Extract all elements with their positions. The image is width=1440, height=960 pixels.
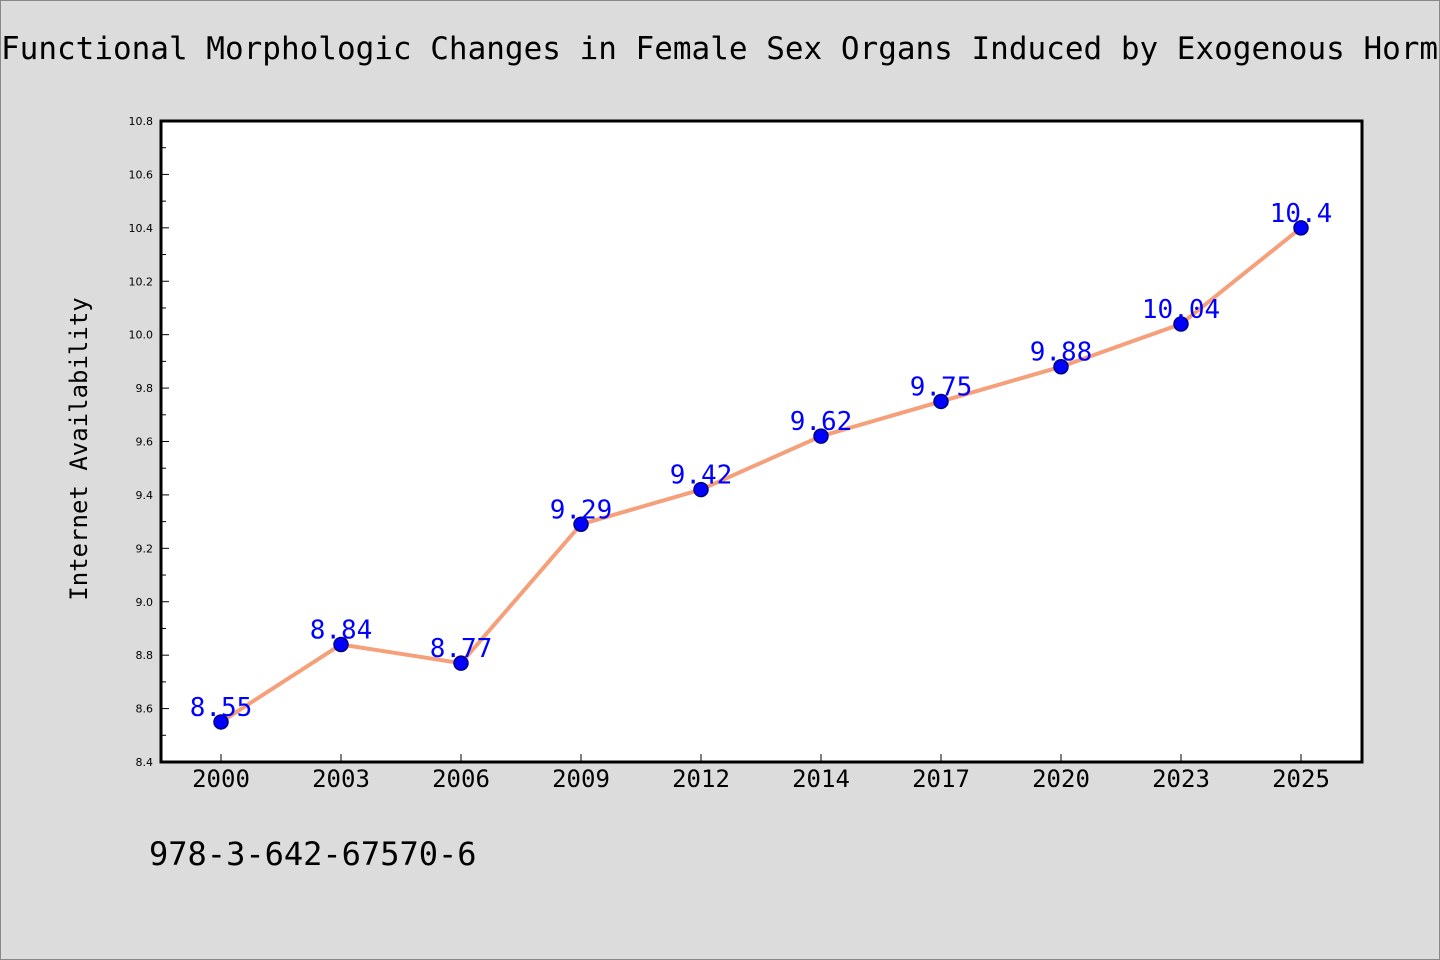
data-labels: 8.55 8.84 8.77 9.29 9.42 9.62 9.75 9.88 10.04 10.… [190,199,1333,723]
data-label: 9.42 [670,461,733,491]
y-axis: 8.4 8.6 8.8 9.0 9.2 9.4 9.6 9.8 10.0 10.2 10.4 10.6… [129,115,169,769]
y-tick-label: 8.8 [136,649,154,662]
data-label: 8.77 [430,634,493,664]
data-point [693,481,709,498]
chart-title: Functional Morphologic Changes in Female… [1,31,1440,67]
x-tick-label: 2017 [912,765,970,793]
data-point [453,655,469,671]
data-point [1173,316,1189,332]
data-point [1293,220,1309,236]
data-label: 9.29 [550,495,613,525]
series-line [219,225,1303,724]
y-tick-label: 9.6 [136,436,154,449]
y-tick-label: 8.4 [136,756,154,769]
data-label: 8.55 [190,693,253,723]
x-tick-label: 2003 [312,765,370,793]
x-axis: 2000 2003 2006 2009 2012 2014 2017 2020 2023 2025 [192,754,1330,793]
y-tick-label: 10.4 [129,222,154,235]
data-points [213,220,1309,730]
x-tick-label: 2012 [672,765,730,793]
data-label: 9.75 [910,372,973,402]
x-tick-label: 2014 [792,765,850,793]
series-line-group [219,225,1303,724]
data-label: 9.88 [1030,338,1093,368]
y-tick-label: 10.0 [129,329,154,342]
y-axis-label: Internet Availability [65,297,93,601]
footer-code: 978-3-642-67570-6 [149,835,477,873]
y-tick-label: 9.2 [136,542,154,555]
y-tick-label: 10.8 [129,115,154,128]
y-tick-label: 9.0 [136,596,154,609]
plot-area [159,119,1364,764]
x-tick-label: 2009 [552,765,610,793]
data-label: 9.62 [790,407,853,437]
data-point [573,516,589,533]
data-point [813,428,829,444]
data-label: 10.04 [1142,295,1220,325]
y-tick-label: 8.6 [136,703,154,716]
x-tick-label: 2025 [1272,765,1330,793]
data-point [213,714,229,730]
data-point [933,393,949,410]
x-tick-label: 2023 [1152,765,1210,793]
x-tick-label: 2000 [192,765,250,793]
x-tick-label: 2006 [432,765,490,793]
x-tick-label: 2020 [1032,765,1090,793]
data-label: 10.4 [1270,199,1333,229]
y-tick-label: 9.8 [136,382,154,395]
data-point [1053,358,1069,375]
data-label: 8.84 [310,615,373,645]
y-tick-label: 10.2 [129,275,154,288]
y-tick-label: 9.4 [136,489,154,502]
data-point [333,636,349,653]
y-tick-label: 10.6 [129,168,154,181]
